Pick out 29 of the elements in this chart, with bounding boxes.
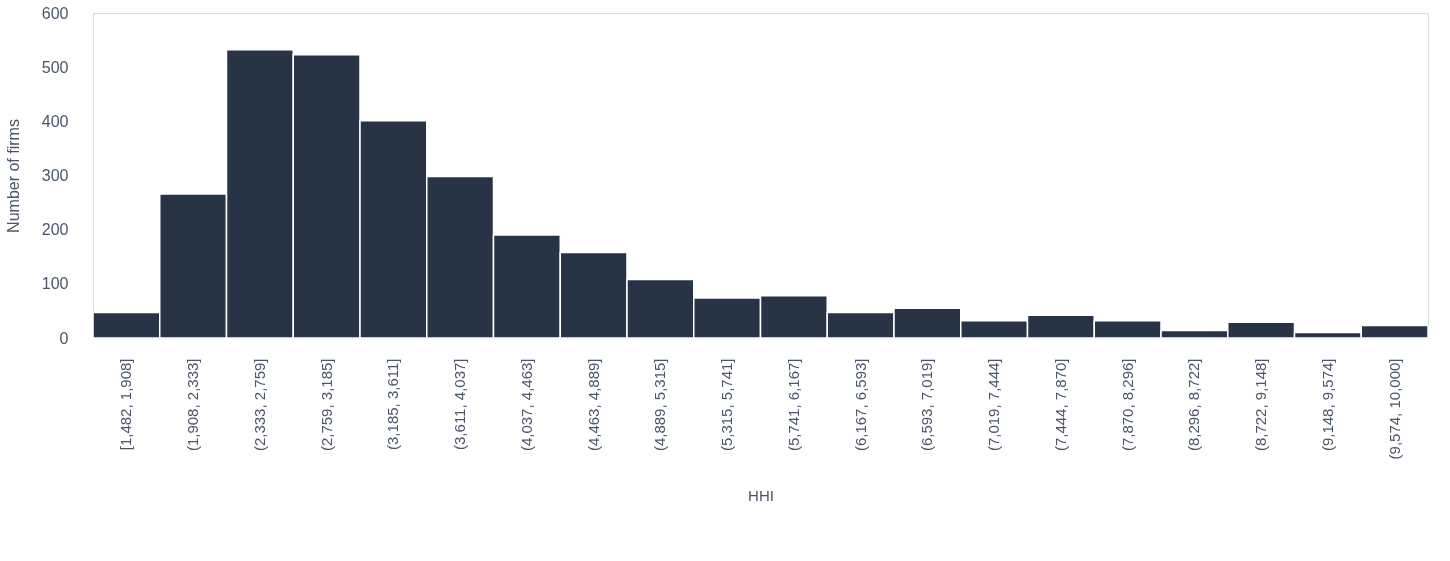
x-tick-label: (8,722, 9,148] — [1252, 358, 1270, 452]
x-tick-label: (5,741, 6,167] — [784, 358, 802, 452]
x-tick-label: (3,611, 4,037] — [451, 358, 469, 450]
x-axis-title: HHI — [748, 487, 774, 505]
y-tick-label: 400 — [41, 112, 69, 130]
x-tick-label: (1,908, 2,333] — [184, 358, 202, 452]
y-tick-label: 500 — [41, 58, 69, 76]
y-tick-label: 300 — [41, 167, 69, 184]
x-tick-label: (5,315, 5,741] — [718, 358, 736, 452]
y-tick-label: 100 — [41, 275, 69, 293]
x-tick-label: (6,593, 7,019] — [918, 358, 936, 452]
y-tick-label: 600 — [41, 4, 69, 22]
x-tick-label: (4,037, 4,463] — [517, 358, 535, 452]
x-tick-label: (7,870, 8,296] — [1118, 358, 1136, 452]
x-tick-label: (9,148, 9,574] — [1318, 358, 1336, 452]
x-tick-label: (7,019, 7,444] — [985, 358, 1003, 452]
x-tick-label: (7,444, 7,870] — [1051, 358, 1069, 452]
x-tick-label: (6,167, 6,593] — [851, 358, 869, 452]
x-tick-label: (4,463, 4,889] — [584, 358, 602, 452]
x-tick-label: [1,482, 1,908] — [117, 358, 135, 451]
x-tick-label: (2,333, 2,759] — [250, 358, 268, 452]
y-axis-title: Number of firms — [4, 119, 22, 233]
x-tick-label: (9,574, 10,000] — [1385, 358, 1403, 460]
x-tick-label: (2,759, 3,185] — [317, 358, 335, 452]
y-tick-label: 0 — [59, 329, 69, 347]
x-tick-label: (3,185, 3,611] — [384, 358, 402, 450]
y-tick-label: 200 — [41, 221, 69, 239]
x-tick-label: (4,889, 5,315] — [651, 358, 669, 452]
x-tick-label: (8,296, 8,722] — [1185, 358, 1203, 452]
